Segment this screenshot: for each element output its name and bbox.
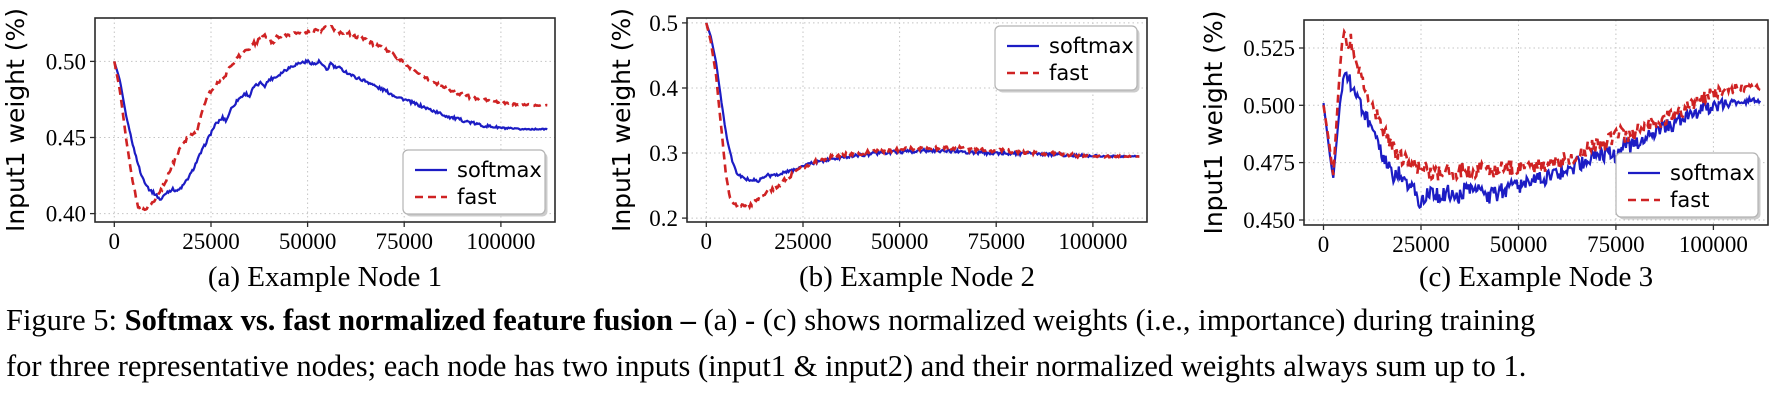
y-axis-label: Input1 weight (%) [607,8,636,232]
x-tick-label: 25000 [774,229,832,254]
x-tick-label: 0 [1318,232,1330,256]
plot-border [94,17,556,223]
y-tick-label: 0.40 [46,202,86,227]
legend-label-softmax: softmax [1670,161,1755,185]
y-tick-label: 0.2 [649,206,678,231]
legend-box [1615,152,1759,218]
series-softmax [113,57,548,201]
figure-caption-line1: Figure 5: Softmax vs. fast normalized fe… [6,297,1776,343]
subcaption-a: (a) Example Node 1 [207,261,443,293]
legend-box [402,149,546,215]
x-tick-label: 0 [701,229,713,254]
legend-box [994,25,1138,91]
x-tick-label: 25000 [182,229,240,254]
series-fast [1322,27,1762,183]
legend: softmax fast [994,25,1140,93]
x-tick-label: 50000 [1490,232,1548,256]
subcaption-b: (b) Example Node 2 [799,261,1035,293]
chart-example-node-3: 0 25000 50000 75000 100000 0.450 0.475 0.500 0.5… [1199,10,1769,256]
y-tick-label: 0.4 [649,76,678,101]
figure-caption: Figure 5: Softmax vs. fast normalized fe… [6,297,1776,389]
x-tick-label: 100000 [466,229,535,254]
plot-border [686,17,1148,223]
legend-label-softmax: softmax [1049,34,1134,58]
x-tick-label: 100000 [1679,232,1748,256]
x-tick-label: 75000 [1587,232,1645,256]
x-tick-label: 0 [109,229,121,254]
plot-border [1303,19,1769,226]
series-fast [113,24,548,214]
caption-prefix: Figure 5: [6,303,125,337]
x-tick-label: 75000 [375,229,433,254]
y-tick-label: 0.450 [1243,208,1295,233]
legend-label-fast: fast [457,185,496,209]
x-tick-label: 25000 [1392,232,1450,256]
y-tick-label: 0.5 [649,11,678,36]
legend: softmax fast [1615,152,1761,220]
figure-caption-line2: for three representative nodes; each nod… [6,349,1527,383]
series-softmax [1322,71,1762,210]
caption-bold-title: Softmax vs. fast normalized feature fusi… [124,303,704,337]
y-tick-label: 0.475 [1243,151,1295,176]
legend: softmax fast [402,149,548,217]
caption-line1-rest: (a) - (c) shows normalized weights (i.e.… [703,303,1536,337]
y-axis-label: Input1 weight (%) [1199,10,1228,234]
chart-example-node-1: 0 25000 50000 75000 100000 0.40 0.45 0.50 Input1… [1,8,556,254]
y-tick-label: 0.45 [46,126,86,151]
x-tick-label: 75000 [967,229,1024,254]
legend-label-fast: fast [1670,188,1709,212]
x-tick-label: 50000 [279,229,337,254]
y-tick-label: 0.525 [1243,36,1295,61]
x-tick-label: 50000 [871,229,929,254]
y-tick-label: 0.3 [649,141,678,166]
y-axis-label: Input1 weight (%) [1,8,30,232]
y-tick-label: 0.500 [1243,93,1295,118]
legend-label-fast: fast [1049,61,1088,85]
x-tick-label: 100000 [1058,229,1127,254]
subcaption-c: (c) Example Node 3 [1418,261,1654,293]
series-fast [705,22,1140,211]
chart-example-node-2: 0 25000 50000 75000 100000 0.2 0.3 0.4 0.5 Input1… [607,8,1148,254]
y-tick-label: 0.50 [46,49,86,74]
legend-label-softmax: softmax [457,158,542,182]
